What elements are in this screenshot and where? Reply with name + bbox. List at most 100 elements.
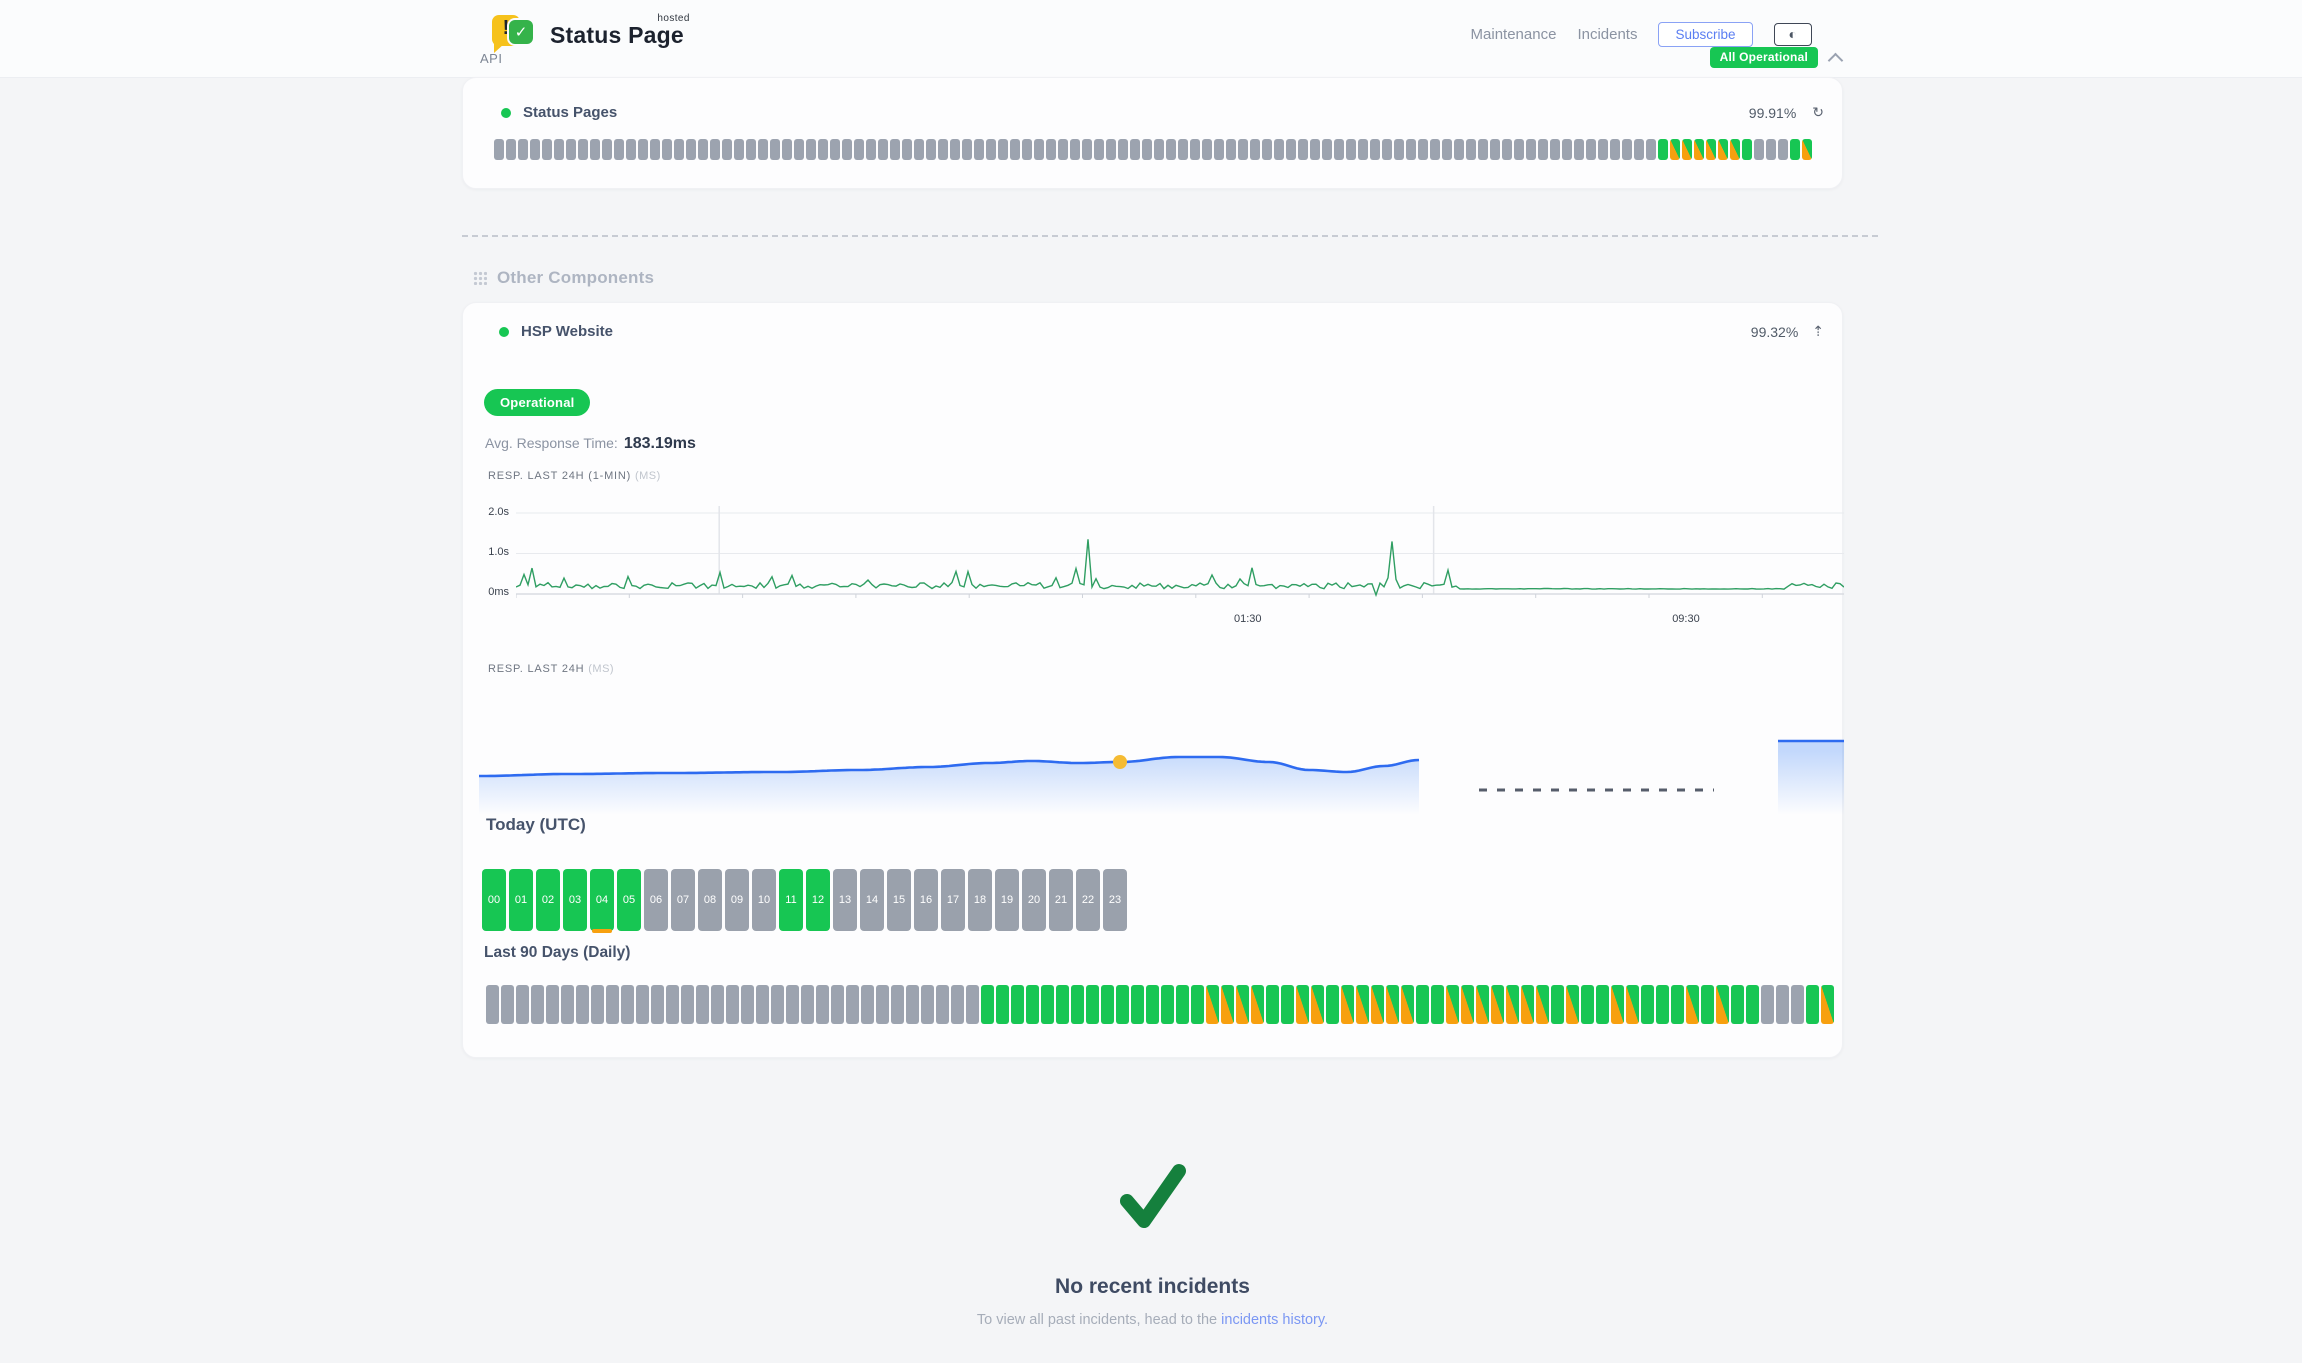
- uptime-bar: [878, 139, 888, 160]
- uptime-bar: [1778, 139, 1788, 160]
- uptime-bar: [1821, 985, 1834, 1024]
- uptime-bar: [1346, 139, 1356, 160]
- uptime-bar: [1056, 985, 1069, 1024]
- uptime-bar: [1626, 985, 1639, 1024]
- uptime-bar: [1742, 139, 1752, 160]
- uptime-bar: [1656, 985, 1669, 1024]
- uptime-bar: [578, 139, 588, 160]
- uptime-bar: [974, 139, 984, 160]
- trend-up-icon[interactable]: ⇡: [1812, 323, 1824, 339]
- incidents-history-link[interactable]: incidents history.: [1221, 1312, 1329, 1328]
- uptime-bar: [891, 985, 904, 1024]
- uptime-bar: [1746, 985, 1759, 1024]
- uptime-bar: [494, 139, 504, 160]
- uptime-bar: [602, 139, 612, 160]
- uptime-bar: [1478, 139, 1488, 160]
- uptime-bar: [614, 139, 624, 160]
- half-circle-theme-icon: ◐: [1788, 26, 1797, 42]
- hour-box-01: 01: [509, 869, 533, 931]
- uptime-bar: [1094, 139, 1104, 160]
- status-dot-green: [499, 326, 509, 337]
- status-dot-green: [501, 107, 511, 118]
- uptime-bar: [1490, 139, 1500, 160]
- uptime-bar: [590, 139, 600, 160]
- uptime-bar: [854, 139, 864, 160]
- uptime-bar: [711, 985, 724, 1024]
- uptime-bar: [1070, 139, 1080, 160]
- uptime-bar: [1311, 985, 1324, 1024]
- uptime-bar: [1191, 985, 1204, 1024]
- hour-box-09: 09: [725, 869, 749, 931]
- uptime-bar: [1574, 139, 1584, 160]
- uptime-bar: [926, 139, 936, 160]
- uptime-bar: [1766, 139, 1776, 160]
- hour-box-14: 14: [860, 869, 884, 931]
- uptime-bar: [606, 985, 619, 1024]
- hour-box-23: 23: [1103, 869, 1127, 931]
- xtick-0130: 01:30: [1233, 613, 1262, 625]
- uptime-bar: [1551, 985, 1564, 1024]
- uptime-bar: [966, 985, 979, 1024]
- uptime-bar: [921, 985, 934, 1024]
- uptime-bar: [794, 139, 804, 160]
- nav-incidents[interactable]: Incidents: [1577, 26, 1638, 43]
- uptime-bar: [1506, 985, 1519, 1024]
- uptime-bar: [1251, 985, 1264, 1024]
- exclamation-glyph: !: [502, 17, 510, 39]
- uptime-bar: [1581, 985, 1594, 1024]
- uptime-bar: [1641, 985, 1654, 1024]
- uptime-bar: [816, 985, 829, 1024]
- big-check-icon: [1119, 1164, 1186, 1228]
- uptime-bar: [1476, 985, 1489, 1024]
- grid-dots-icon: [473, 271, 487, 285]
- hour-box-20: 20: [1022, 869, 1046, 931]
- uptime-bar: [576, 985, 589, 1024]
- uptime-bar: [506, 139, 516, 160]
- uptime-bar: [906, 985, 919, 1024]
- uptime-bar: [842, 139, 852, 160]
- uptime-bar: [806, 139, 816, 160]
- uptime-bar: [1310, 139, 1320, 160]
- hour-box-06: 06: [644, 869, 668, 931]
- header-nav: Maintenance Incidents Subscribe ◐: [1471, 22, 1812, 47]
- last-90-days-title: Last 90 Days (Daily): [484, 944, 631, 961]
- uptime-bar: [1611, 985, 1624, 1024]
- today-hour-boxes: 00 01 02 03 04 05 06 07 08 09 10 11 12 13 14 15 16 17 18 19…: [482, 869, 1127, 933]
- refresh-icon[interactable]: ↻: [1812, 104, 1824, 120]
- uptime-bar: [1670, 139, 1680, 160]
- uptime-bar: [1671, 985, 1684, 1024]
- uptime-bar: [770, 139, 780, 160]
- uptime-bar: [626, 139, 636, 160]
- uptime-bar: [1622, 139, 1632, 160]
- operational-badge: Operational: [484, 389, 591, 416]
- hour-box-07: 07: [671, 869, 695, 931]
- component-row-status-pages: Status Pages 99.91% ↻: [463, 78, 1842, 121]
- uptime-bar: [726, 985, 739, 1024]
- hour-box-04: 04: [590, 869, 614, 933]
- uptime-bar: [1322, 139, 1332, 160]
- subscribe-button[interactable]: Subscribe: [1658, 22, 1753, 47]
- uptime-bar: [666, 985, 679, 1024]
- uptime-bar: [1596, 985, 1609, 1024]
- uptime-bar: [1536, 985, 1549, 1024]
- uptime-bar: [1010, 139, 1020, 160]
- theme-toggle-button[interactable]: ◐: [1773, 23, 1812, 46]
- uptime-bar: [636, 985, 649, 1024]
- uptime-bar: [1761, 985, 1774, 1024]
- uptime-bar: [1274, 139, 1284, 160]
- uptime-bar: [1514, 139, 1524, 160]
- uptime-bar: [758, 139, 768, 160]
- uptime-bar: [771, 985, 784, 1024]
- uptime-bar: [1526, 139, 1536, 160]
- uptime-bar: [1178, 139, 1188, 160]
- uptime-bar: [1034, 139, 1044, 160]
- uptime-bar: [681, 985, 694, 1024]
- chart-marker-dot: [1113, 755, 1127, 769]
- section-title-api: API: [480, 51, 503, 66]
- last-90-days-bars: [486, 985, 1834, 1024]
- uptime-bar: [650, 139, 660, 160]
- nav-maintenance[interactable]: Maintenance: [1470, 26, 1557, 43]
- uptime-bar: [950, 139, 960, 160]
- uptime-bar: [1041, 985, 1054, 1024]
- uptime-bar: [651, 985, 664, 1024]
